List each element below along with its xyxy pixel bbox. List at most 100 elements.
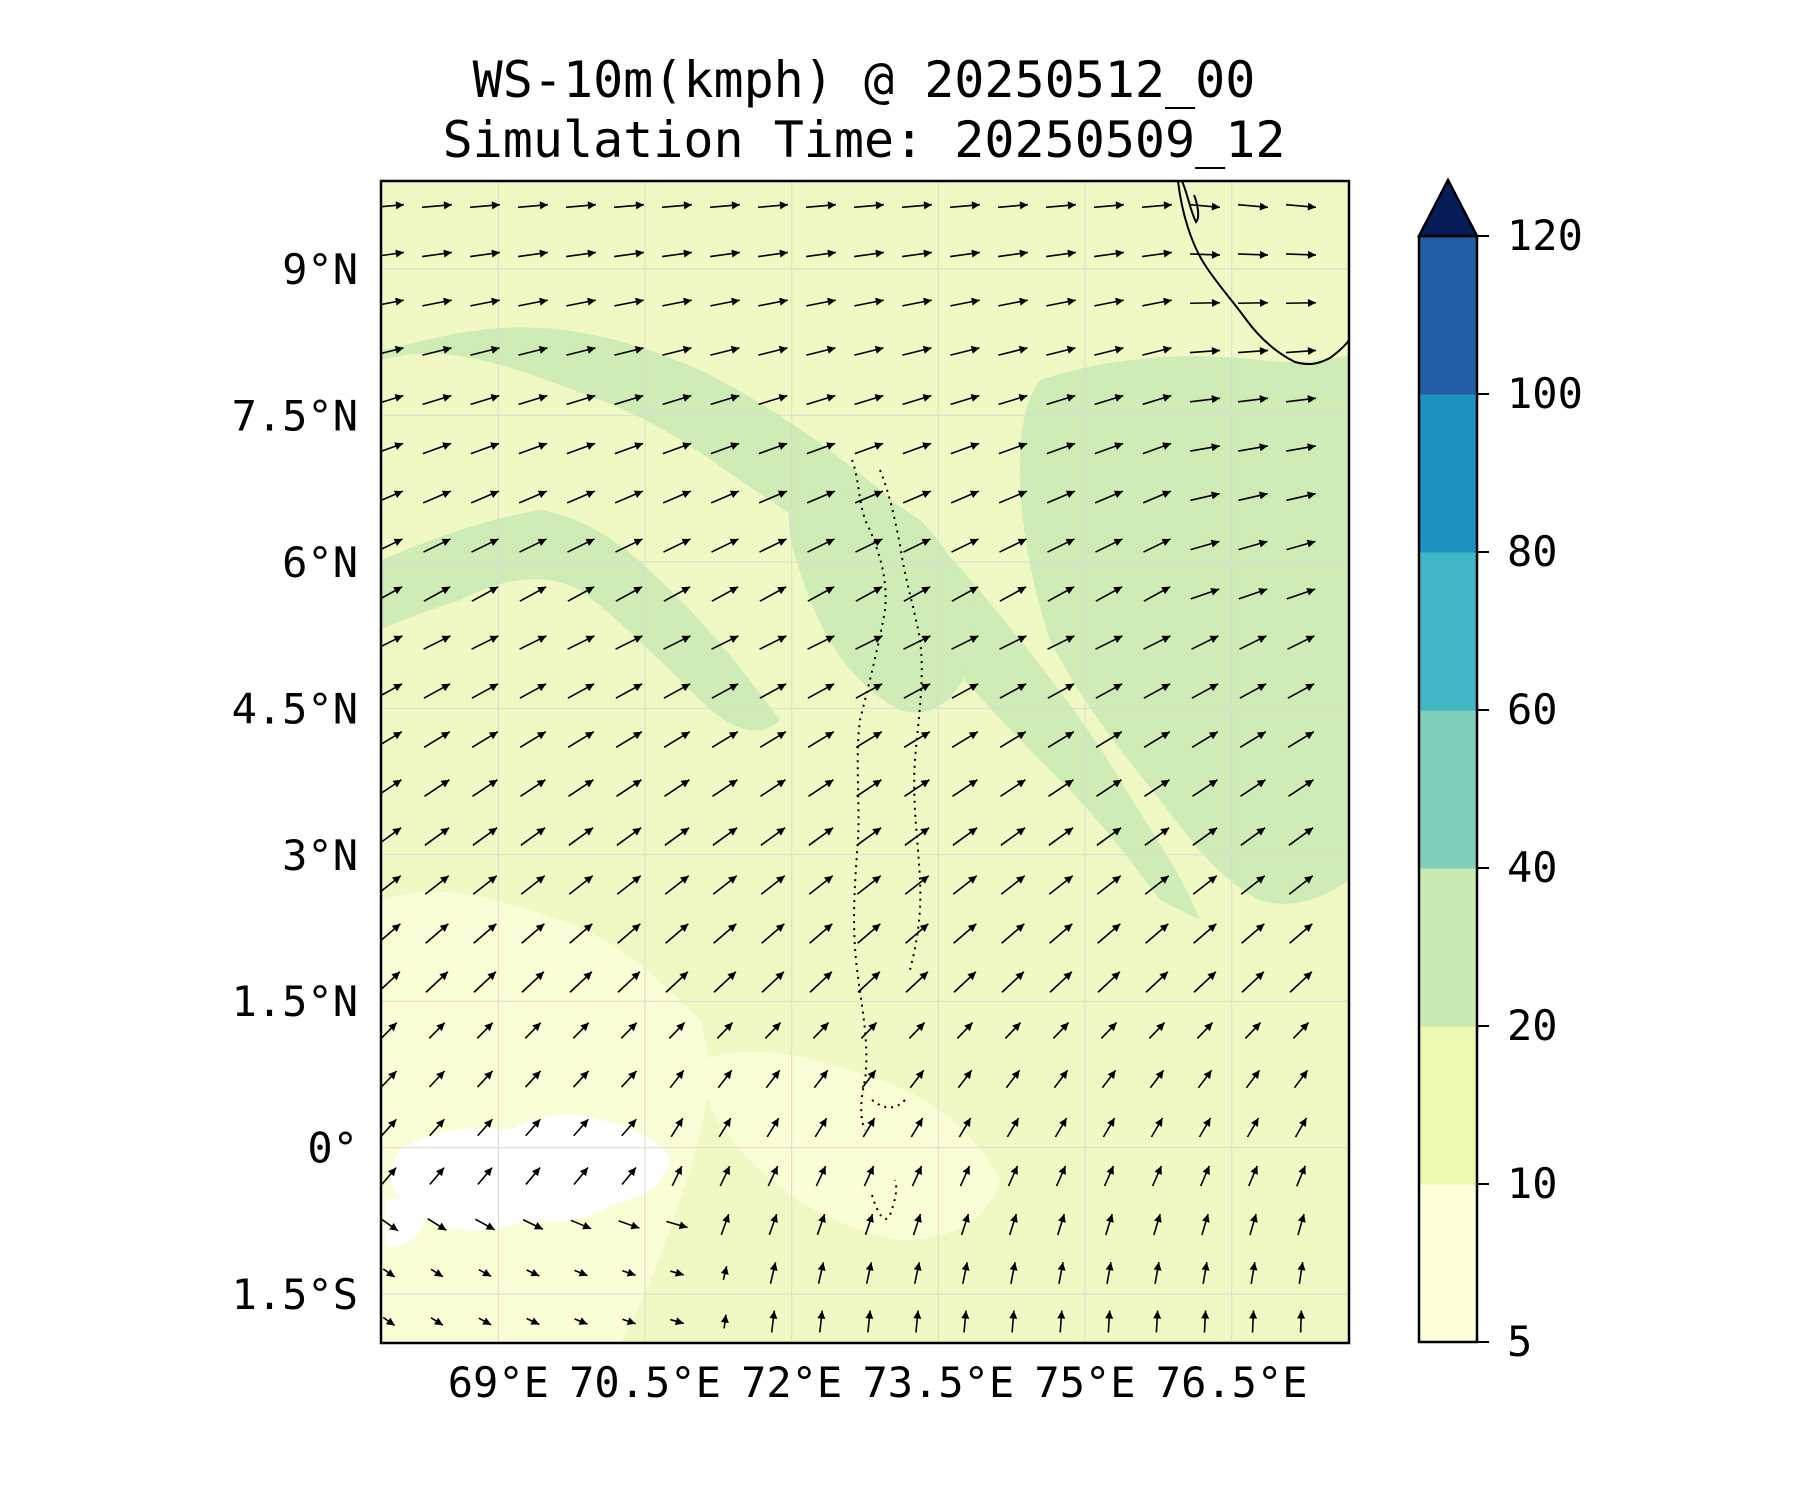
wind-vector — [568, 827, 594, 846]
wind-vector — [903, 635, 931, 650]
wind-vector — [1006, 1117, 1020, 1138]
wind-vector — [1094, 297, 1124, 307]
wind-vector — [621, 1166, 637, 1186]
wind-vector — [471, 635, 499, 650]
wind-vector — [712, 827, 738, 846]
wind-vector — [614, 297, 644, 307]
wind-vector — [1197, 1069, 1213, 1089]
wind-vector — [381, 1167, 397, 1185]
wind-vector — [663, 538, 691, 553]
wind-vector — [1142, 345, 1172, 356]
wind-vector — [421, 201, 453, 210]
wind-vector — [566, 297, 596, 307]
wind-vector — [717, 1069, 733, 1089]
wind-vector — [423, 586, 451, 602]
wind-vector — [769, 1262, 778, 1284]
wind-vector — [767, 1165, 779, 1187]
wind-vector — [1153, 1213, 1162, 1236]
wind-vector — [711, 635, 739, 650]
wind-vector — [1237, 250, 1269, 259]
wind-vector — [760, 827, 786, 846]
wind-vector — [614, 442, 644, 455]
wind-vector — [952, 827, 978, 846]
wind-vector — [470, 249, 500, 258]
wind-vector — [902, 490, 932, 504]
wind-vector — [1001, 971, 1025, 993]
wind-vector — [662, 442, 692, 455]
wind-vector — [381, 635, 403, 648]
wind-vector — [711, 586, 739, 602]
wind-vector — [1190, 395, 1220, 404]
wind-vector — [470, 442, 500, 455]
wind-vector — [764, 1022, 782, 1039]
wind-vector — [1100, 1021, 1118, 1040]
wind-vector — [473, 971, 497, 993]
wind-vector — [758, 249, 788, 258]
wind-vector — [1144, 875, 1170, 895]
wind-vector — [808, 779, 834, 797]
wind-vector — [622, 1268, 636, 1277]
wind-vector — [950, 297, 980, 307]
wind-vector — [476, 1070, 494, 1088]
wind-vector — [1143, 586, 1171, 602]
wind-vector — [1190, 587, 1220, 600]
wind-vector — [1150, 1117, 1164, 1138]
wind-vector — [854, 297, 884, 307]
wind-vector — [1143, 731, 1171, 748]
wind-vector — [760, 875, 786, 895]
wind-vector — [1142, 442, 1172, 455]
wind-vector — [961, 1310, 970, 1333]
wind-vector — [470, 394, 500, 406]
wind-vector — [759, 635, 787, 650]
colorbar-segment — [1419, 552, 1477, 711]
wind-vector — [566, 490, 596, 504]
wind-vector — [1096, 875, 1122, 895]
wind-vector — [757, 201, 789, 210]
wind-vector — [668, 1022, 686, 1039]
wind-vector — [574, 1268, 588, 1277]
wind-vector — [759, 538, 787, 553]
coastline — [1181, 181, 1200, 224]
wind-vector — [713, 923, 737, 944]
wind-vector — [861, 1069, 877, 1089]
wind-vector — [1288, 875, 1314, 895]
wind-vector — [473, 923, 497, 944]
wind-vector — [1246, 1117, 1260, 1138]
wind-vector — [570, 1219, 592, 1230]
wind-vector — [865, 1262, 874, 1284]
wind-vector — [862, 1117, 876, 1138]
wind-vector — [855, 683, 883, 699]
wind-vector — [718, 1117, 732, 1138]
wind-vector — [1244, 1021, 1262, 1040]
wind-vector — [903, 731, 931, 748]
wind-vector — [1239, 731, 1267, 748]
wind-vector — [614, 394, 644, 406]
wind-vector — [902, 297, 932, 307]
wind-vector — [711, 538, 739, 553]
wind-vector — [1094, 490, 1124, 504]
wind-vector — [1047, 538, 1075, 553]
wind-vector — [905, 971, 929, 993]
y-tick-label: 3°N — [282, 831, 358, 880]
wind-vector — [1144, 827, 1170, 846]
wind-vector — [567, 683, 595, 699]
wind-vector — [615, 586, 643, 602]
wind-vector — [998, 297, 1028, 307]
wind-vector — [807, 538, 835, 553]
y-tick-label: 6°N — [282, 538, 358, 587]
atoll-outlines — [851, 459, 923, 1220]
wind-vector — [1096, 779, 1122, 797]
wind-vector — [998, 442, 1028, 455]
wind-vector — [1054, 1117, 1068, 1138]
wind-vector — [430, 1268, 444, 1278]
wind-vector — [864, 1213, 874, 1236]
wind-vector — [710, 297, 740, 307]
wind-vector — [904, 875, 930, 895]
wind-vector — [1297, 1310, 1306, 1333]
wind-vector — [1287, 683, 1315, 699]
wind-vector — [524, 1022, 542, 1039]
wind-vector — [427, 1218, 447, 1231]
wind-vector — [423, 538, 451, 553]
wind-vector — [854, 249, 884, 258]
